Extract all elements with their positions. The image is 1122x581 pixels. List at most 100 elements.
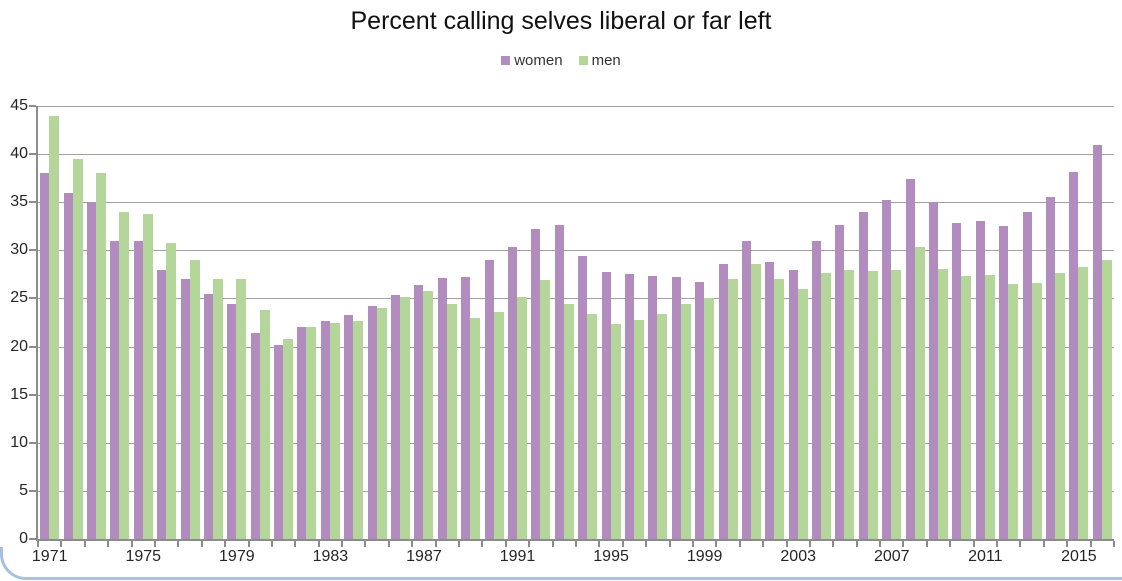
y-axis-label-40: 40 xyxy=(10,145,28,163)
x-axis-tick xyxy=(738,541,741,547)
bar-group-2014 xyxy=(1044,106,1067,539)
y-axis-label-15: 15 xyxy=(10,385,28,403)
chart-legend: women men xyxy=(0,52,1122,69)
bar-women-1975 xyxy=(133,240,143,539)
bar-group-1982 xyxy=(295,106,318,539)
y-axis-label-0: 0 xyxy=(19,530,28,547)
bar-men-1974 xyxy=(119,211,130,539)
bar-group-2002 xyxy=(763,106,786,539)
x-axis-tick xyxy=(808,541,811,547)
bar-group-1993 xyxy=(553,106,576,539)
y-axis-label-30: 30 xyxy=(10,241,28,259)
bar-women-1978 xyxy=(203,293,213,539)
bar-women-2013 xyxy=(1022,211,1032,539)
bar-women-1994 xyxy=(578,256,588,539)
bar-men-1985 xyxy=(376,308,387,539)
bar-women-1997 xyxy=(648,276,658,539)
chart-title: Percent calling selves liberal or far le… xyxy=(350,7,772,35)
x-axis-tick xyxy=(177,541,180,547)
gridline-40 xyxy=(38,154,1114,156)
gridline-10 xyxy=(38,442,1114,444)
bar-group-2008 xyxy=(903,106,926,539)
bar-women-2011 xyxy=(975,221,985,539)
x-axis-tick xyxy=(879,541,882,547)
bar-men-2012 xyxy=(1008,284,1019,539)
women-swatch-icon xyxy=(501,56,511,65)
bar-men-1971 xyxy=(49,115,60,539)
bar-group-2000 xyxy=(716,106,739,539)
bar-group-1979 xyxy=(225,106,248,539)
bar-group-1988 xyxy=(436,106,459,539)
bar-group-1989 xyxy=(459,106,482,539)
x-axis-tick xyxy=(1066,541,1069,547)
bar-group-1992 xyxy=(529,106,552,539)
x-axis-tick xyxy=(107,541,110,547)
x-axis-tick xyxy=(762,541,765,547)
x-axis-tick xyxy=(972,541,975,547)
bar-women-2004 xyxy=(812,240,822,539)
bar-group-1978 xyxy=(202,106,225,539)
bar-women-2005 xyxy=(835,225,845,539)
bar-women-1981 xyxy=(274,344,284,539)
bar-group-2009 xyxy=(927,106,950,539)
x-axis-tick xyxy=(715,541,718,547)
bar-men-1979 xyxy=(236,279,247,539)
bar-group-1997 xyxy=(646,106,669,539)
bar-women-1974 xyxy=(110,240,120,539)
bar-men-1999 xyxy=(704,298,715,539)
y-axis-tick xyxy=(29,489,36,492)
x-axis-label-2011: 2011 xyxy=(968,548,1003,565)
bar-men-1996 xyxy=(633,319,644,539)
y-axis-tick xyxy=(29,249,36,252)
x-axis-label-2007: 2007 xyxy=(873,548,910,565)
x-axis-tick xyxy=(481,541,484,547)
bar-men-1988 xyxy=(446,304,457,539)
y-axis-tick xyxy=(29,153,36,156)
x-axis-tick xyxy=(1089,541,1092,547)
bar-men-1986 xyxy=(400,296,411,539)
bar-men-1978 xyxy=(212,279,223,539)
bar-men-1995 xyxy=(610,324,621,539)
bar-men-1982 xyxy=(306,327,317,539)
bar-men-2013 xyxy=(1031,283,1042,539)
x-axis-tick xyxy=(224,541,227,547)
y-axis-tick xyxy=(29,105,36,107)
bar-group-2010 xyxy=(950,106,973,539)
bar-group-1974 xyxy=(108,106,131,539)
bar-group-2005 xyxy=(833,106,856,539)
x-axis-tick xyxy=(434,541,437,547)
bar-men-2000 xyxy=(727,279,738,539)
men-swatch-icon xyxy=(578,56,588,65)
x-axis-tick xyxy=(528,541,531,547)
x-axis-label-1999: 1999 xyxy=(686,548,723,565)
x-axis-tick xyxy=(902,541,905,547)
bar-women-1979 xyxy=(227,304,237,539)
x-axis-tick xyxy=(294,541,297,547)
bar-men-1977 xyxy=(189,259,200,539)
bar-women-1972 xyxy=(63,192,73,539)
bar-women-1983 xyxy=(320,320,330,539)
y-axis-label-35: 35 xyxy=(10,193,28,211)
bar-group-1996 xyxy=(623,106,646,539)
bar-men-1972 xyxy=(72,158,83,539)
gridline-15 xyxy=(38,394,1114,396)
x-axis-tick xyxy=(551,541,554,547)
bar-group-1991 xyxy=(506,106,529,539)
gridline-20 xyxy=(38,346,1114,348)
bar-group-2012 xyxy=(997,106,1020,539)
x-axis-tick xyxy=(668,541,671,547)
bar-women-1971 xyxy=(40,173,50,539)
bar-women-2002 xyxy=(765,261,775,539)
bar-men-2016 xyxy=(1101,259,1112,539)
bar-women-1977 xyxy=(180,279,190,539)
y-axis-tick xyxy=(29,393,36,396)
bar-group-2016 xyxy=(1091,106,1114,539)
x-axis-tick xyxy=(832,541,835,547)
gridline-25 xyxy=(38,298,1114,300)
bar-women-1986 xyxy=(391,294,401,539)
legend-label-women: women xyxy=(514,52,563,69)
bar-group-1999 xyxy=(693,106,716,539)
bar-group-1977 xyxy=(178,106,201,539)
x-axis-tick xyxy=(1113,541,1115,547)
bar-group-1975 xyxy=(132,106,155,539)
